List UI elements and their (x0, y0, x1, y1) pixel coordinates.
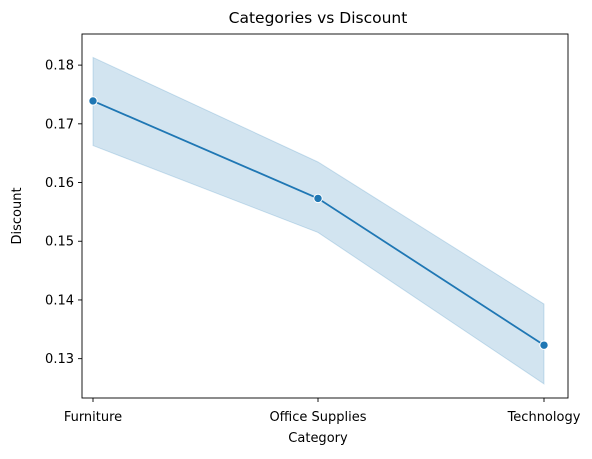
data-markers (88, 96, 549, 350)
x-tick-label: Office Supplies (269, 410, 366, 425)
x-axis-ticks: Furniture Office Supplies Technology (64, 398, 581, 425)
y-tick-label: 0.17 (45, 117, 74, 132)
y-tick-label: 0.16 (45, 176, 74, 191)
confidence-band (92, 56, 545, 385)
plot-area (88, 56, 549, 385)
y-tick-label: 0.15 (45, 235, 74, 250)
y-axis-label: Discount (10, 187, 25, 244)
y-tick-label: 0.14 (45, 293, 74, 308)
x-tick-label: Technology (507, 410, 581, 425)
chart-title: Categories vs Discount (229, 9, 408, 27)
data-point (88, 96, 98, 106)
data-point (539, 340, 549, 350)
y-tick-label: 0.13 (45, 352, 74, 367)
x-axis-label: Category (288, 431, 348, 446)
y-axis-ticks: 0.13 0.14 0.15 0.16 0.17 0.18 (45, 59, 82, 367)
y-tick-label: 0.18 (45, 59, 74, 74)
plot-frame (81, 33, 569, 399)
data-point (313, 193, 323, 204)
x-tick-label: Furniture (64, 410, 122, 425)
